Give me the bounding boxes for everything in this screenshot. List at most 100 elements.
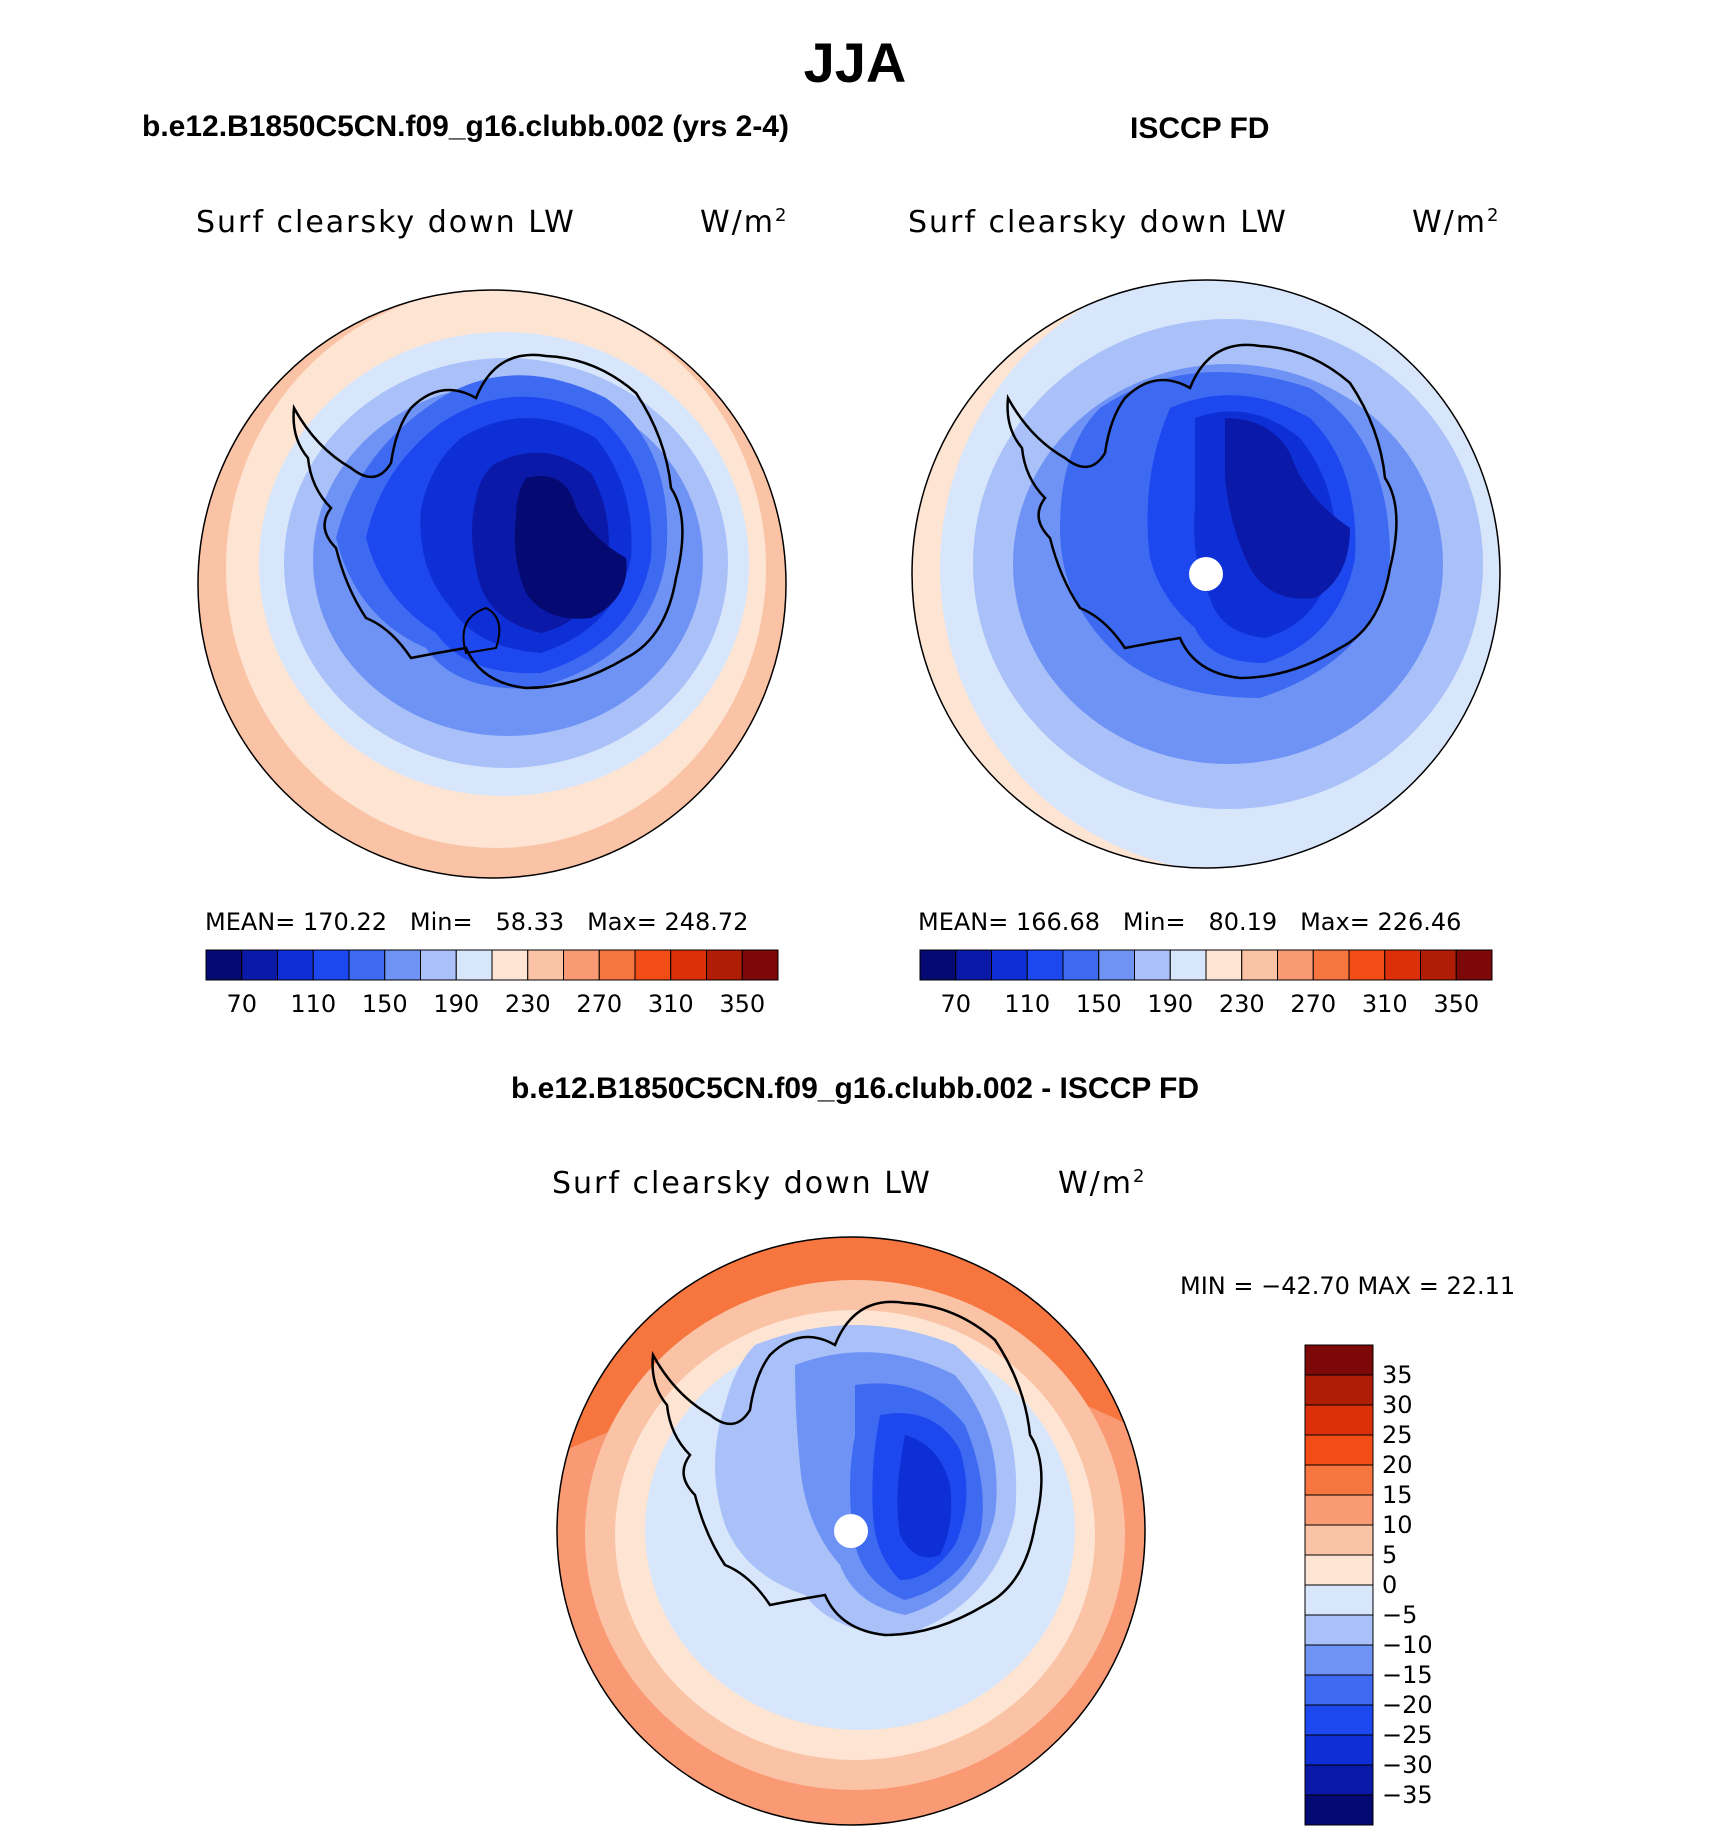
colorbar-tick-label: 10 xyxy=(1382,1511,1413,1539)
colorbar-swatch xyxy=(1205,949,1243,981)
colorbar-tick-label: 110 xyxy=(290,990,337,1018)
colorbar-tick-label: 70 xyxy=(940,990,972,1018)
colorbar-swatch xyxy=(1304,1794,1374,1826)
colorbar-tick-label: 20 xyxy=(1382,1451,1413,1479)
model-variable-label: Surf clearsky down LW xyxy=(196,205,576,240)
colorbar-swatch xyxy=(1304,1494,1374,1526)
pole-missing-data xyxy=(1189,557,1223,591)
colorbar-swatch xyxy=(277,949,314,981)
obs-colorbar-ticks: 70 110 150 190 230 270 310 350 xyxy=(920,990,1492,1020)
model-stats: MEAN= 170.22 Min= 58.33 Max= 248.72 xyxy=(205,908,749,936)
colorbar-tick-label: 310 xyxy=(1361,990,1408,1018)
colorbar-tick-label: −35 xyxy=(1382,1781,1433,1809)
colorbar-swatch xyxy=(1098,949,1135,981)
colorbar-swatch xyxy=(741,949,779,981)
colorbar-swatch xyxy=(1304,1674,1374,1706)
colorbar-swatch xyxy=(1062,949,1100,981)
colorbar-swatch xyxy=(527,949,564,981)
colorbar-swatch xyxy=(598,949,636,981)
colorbar-swatch xyxy=(1169,949,1207,981)
colorbar-swatch xyxy=(1304,1344,1374,1376)
colorbar-tick-label: 25 xyxy=(1382,1421,1413,1449)
colorbar-swatch xyxy=(241,949,278,981)
colorbar-swatch xyxy=(1304,1734,1374,1766)
diff-minmax: MIN = −42.70 MAX = 22.11 xyxy=(1180,1272,1516,1300)
obs-colorbar xyxy=(919,949,1493,981)
diff-colorbar xyxy=(1304,1344,1374,1826)
colorbar-tick-label: 230 xyxy=(504,990,551,1018)
colorbar-tick-label: 110 xyxy=(1004,990,1051,1018)
colorbar-tick-label: −20 xyxy=(1382,1691,1433,1719)
pole-missing-data xyxy=(834,1514,868,1548)
obs-polar-map xyxy=(911,279,1501,869)
colorbar-tick-label: 70 xyxy=(226,990,258,1018)
ice-shelf-outline xyxy=(462,606,501,655)
colorbar-tick-label: −30 xyxy=(1382,1751,1433,1779)
model-colorbar xyxy=(205,949,779,981)
colorbar-swatch xyxy=(491,949,529,981)
colorbar-tick-label: 270 xyxy=(1290,990,1337,1018)
contour-band xyxy=(514,476,627,619)
colorbar-swatch xyxy=(1304,1374,1374,1406)
colorbar-swatch xyxy=(919,949,957,981)
colorbar-swatch xyxy=(1304,1524,1374,1556)
colorbar-swatch xyxy=(1304,1704,1374,1736)
colorbar-swatch xyxy=(384,949,421,981)
diff-panel-title: b.e12.B1850C5CN.f09_g16.clubb.002 - ISCC… xyxy=(510,1072,1200,1105)
antarctica-coastline xyxy=(292,353,684,690)
colorbar-swatch xyxy=(1348,949,1386,981)
colorbar-tick-label: 230 xyxy=(1218,990,1265,1018)
diff-colorbar-ticks: 35 30 25 20 15 10 5 0 −5 −10 −15 −20 −25 −30 −35 xyxy=(1382,1345,1472,1825)
model-colorbar-ticks: 70 110 150 190 230 270 310 350 xyxy=(206,990,778,1020)
colorbar-swatch xyxy=(455,949,493,981)
colorbar-swatch xyxy=(1312,949,1350,981)
colorbar-swatch xyxy=(420,949,457,981)
colorbar-swatch xyxy=(1304,1584,1374,1616)
diff-polar-map xyxy=(556,1236,1146,1826)
obs-variable-label: Surf clearsky down LW xyxy=(908,205,1288,240)
colorbar-tick-label: 35 xyxy=(1382,1361,1413,1389)
model-units-label: W/m2 xyxy=(700,205,789,240)
colorbar-swatch xyxy=(563,949,600,981)
colorbar-tick-label: −5 xyxy=(1382,1601,1418,1629)
map-border xyxy=(197,289,787,879)
colorbar-swatch xyxy=(1304,1404,1374,1436)
colorbar-swatch xyxy=(1384,949,1421,981)
colorbar-swatch xyxy=(1304,1644,1374,1676)
colorbar-tick-label: −15 xyxy=(1382,1661,1433,1689)
colorbar-swatch xyxy=(348,949,386,981)
contour-band xyxy=(897,1435,952,1558)
model-polar-map xyxy=(197,289,787,879)
diff-units-label: W/m2 xyxy=(1058,1166,1147,1201)
colorbar-swatch xyxy=(1026,949,1064,981)
antarctica-coastline xyxy=(651,1300,1043,1637)
obs-panel-title: ISCCP FD xyxy=(1130,112,1270,145)
figure-title: JJA xyxy=(803,31,907,94)
colorbar-swatch xyxy=(1304,1614,1374,1646)
colorbar-tick-label: 350 xyxy=(1433,990,1480,1018)
colorbar-tick-label: 190 xyxy=(1147,990,1194,1018)
colorbar-tick-label: 5 xyxy=(1382,1541,1398,1569)
colorbar-swatch xyxy=(991,949,1028,981)
colorbar-swatch xyxy=(1277,949,1314,981)
colorbar-swatch xyxy=(1420,949,1457,981)
map-border xyxy=(911,279,1501,869)
colorbar-tick-label: 310 xyxy=(647,990,694,1018)
colorbar-swatch xyxy=(634,949,672,981)
colorbar-tick-label: 150 xyxy=(1075,990,1122,1018)
map-border xyxy=(556,1236,1146,1826)
colorbar-tick-label: 150 xyxy=(361,990,408,1018)
colorbar-swatch xyxy=(1304,1554,1374,1586)
obs-units-label: W/m2 xyxy=(1412,205,1501,240)
colorbar-swatch xyxy=(312,949,350,981)
colorbar-swatch xyxy=(1241,949,1278,981)
antarctica-coastline xyxy=(1006,343,1398,680)
colorbar-swatch xyxy=(1134,949,1171,981)
colorbar-tick-label: 270 xyxy=(576,990,623,1018)
colorbar-tick-label: 190 xyxy=(433,990,480,1018)
obs-stats: MEAN= 166.68 Min= 80.19 Max= 226.46 xyxy=(918,908,1462,936)
contour-band xyxy=(1225,418,1350,599)
colorbar-tick-label: −25 xyxy=(1382,1721,1433,1749)
colorbar-tick-label: 350 xyxy=(719,990,766,1018)
diff-variable-label: Surf clearsky down LW xyxy=(552,1166,932,1201)
